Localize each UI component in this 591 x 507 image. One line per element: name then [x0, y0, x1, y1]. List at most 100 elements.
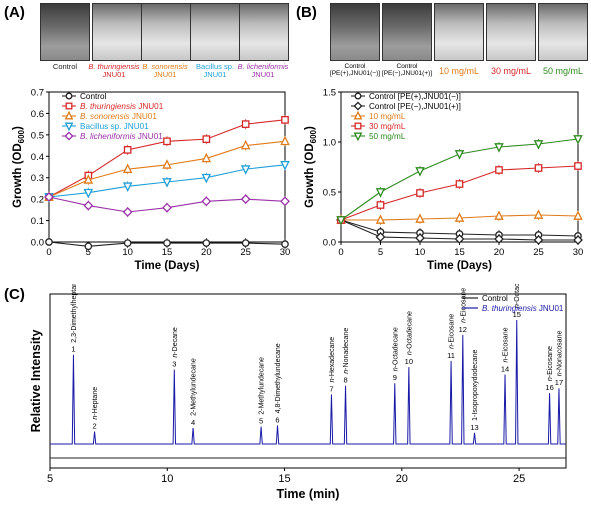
photo-label-a-5: B. licheniformis JNU01 — [237, 62, 289, 79]
data-point — [163, 137, 171, 146]
peak-number-3: 3 — [172, 360, 176, 369]
chart-b-growth: 0 5 10 15 20 25 30 0.0 0.5 1.0 1.5 Time (Days) Growt… — [304, 88, 584, 273]
legend-marker — [354, 92, 362, 100]
peak-number-8: 8 — [343, 376, 347, 385]
data-point — [240, 165, 251, 175]
y-tick-label: 0.7 — [31, 88, 44, 99]
peak-label-13: 1-Isopropoxydodecane — [472, 350, 479, 421]
data-point — [163, 239, 171, 247]
x-tick-label: 25 — [513, 473, 525, 485]
legend-label: B. licheniformis JNU01 — [80, 132, 163, 141]
legend-marker — [354, 122, 362, 130]
vial-photo-thuringiensis — [92, 3, 142, 61]
peak-label-2: n-Heptane — [92, 387, 99, 420]
y-tick-label: 0.1 — [31, 216, 44, 227]
peak-number-2: 2 — [92, 422, 96, 431]
legend-marker — [65, 102, 73, 110]
legend-label: Control — [80, 92, 107, 101]
panel-label-a: (A) — [4, 4, 25, 21]
data-point — [415, 213, 425, 223]
y-tick-label: 0.0 — [323, 238, 336, 249]
data-point — [416, 189, 424, 197]
photo-label-b-2: Control [PE(−),JNU01(+)] — [381, 63, 433, 77]
peak-number-12: 12 — [459, 325, 467, 334]
data-point — [241, 239, 250, 247]
peak-number-1: 1 — [71, 345, 75, 354]
peak-number-14: 14 — [501, 365, 509, 374]
peak-label-14: n-Eicosane — [503, 327, 510, 362]
data-point — [45, 238, 53, 246]
legend-label: B. thuringiensis JNU01 — [482, 304, 564, 313]
x-tick-label: 20 — [201, 247, 212, 258]
data-point — [240, 139, 251, 150]
vial-photo-control-pe — [330, 3, 380, 61]
data-point — [533, 235, 544, 245]
data-point — [280, 161, 290, 171]
peak-label-8: n-Nonadecane — [343, 328, 350, 374]
peak-number-5: 5 — [259, 417, 263, 426]
data-point — [201, 152, 212, 163]
photo-label-b-5: 50 mg/mL — [542, 66, 584, 76]
series-2 — [44, 135, 290, 201]
photo-label-b-4: 30 mg/mL — [490, 66, 532, 76]
data-point — [122, 182, 133, 192]
peak-label-3: n-Decane — [172, 327, 179, 357]
peak-label-12: n-Eicosane — [460, 288, 467, 323]
data-point — [494, 143, 504, 153]
legend-marker — [353, 110, 363, 120]
x-tick-label: 30 — [280, 247, 291, 258]
x-tick-label: 15 — [454, 247, 465, 258]
data-point — [281, 116, 289, 124]
data-point — [123, 239, 132, 247]
x-tick-label: 20 — [494, 247, 505, 258]
x-tick-label: 30 — [573, 247, 584, 258]
data-point — [415, 167, 425, 177]
x-tick-label: 15 — [278, 473, 290, 485]
legend-label: Control — [482, 294, 508, 303]
data-point — [122, 207, 133, 217]
peak-label-16: n-Eicosane — [547, 346, 554, 381]
peak-number-6: 6 — [275, 415, 279, 424]
y-tick-label: 1.0 — [323, 138, 336, 149]
legend-marker — [65, 92, 73, 100]
vial-photo-bacillus-sp — [190, 3, 240, 61]
data-point — [375, 188, 386, 198]
data-point — [454, 150, 465, 160]
legend-marker — [353, 132, 363, 142]
x-axis-title: Time (Days) — [135, 260, 200, 272]
y-tick-label: 0.6 — [31, 109, 44, 120]
y-tick-label: 0.3 — [31, 173, 44, 184]
x-tick-label: 20 — [396, 473, 408, 485]
vial-photo-sonorensis — [141, 3, 191, 61]
y-tick-label: 0.4 — [31, 152, 44, 163]
peak-label-1: 2,3-Dimethylheptane — [71, 284, 78, 343]
data-point — [454, 212, 465, 222]
data-point — [494, 234, 504, 244]
data-point — [574, 162, 582, 170]
sample-trace — [50, 319, 566, 445]
peak-number-4: 4 — [191, 418, 195, 427]
data-point — [201, 196, 212, 207]
legend-label: Control [PE(+),JNU01(−)] — [369, 92, 461, 101]
vial-photo-licheniformis — [239, 3, 289, 61]
x-axis-title: Time (min) — [277, 487, 340, 501]
y-axis-title: Growth (OD600) — [304, 126, 318, 208]
data-point — [280, 196, 290, 207]
photo-label-a-3: B. sonorensis JNU01 — [142, 62, 188, 79]
data-point — [281, 240, 289, 248]
peak-number-17: 17 — [555, 378, 563, 387]
data-point — [83, 174, 94, 184]
peak-label-6: 4,8-Dimethylundecane — [275, 343, 282, 413]
data-point — [240, 194, 251, 205]
peak-number-7: 7 — [329, 384, 333, 393]
series-4 — [44, 192, 290, 217]
y-tick-label: 0.5 — [323, 188, 336, 199]
data-point — [495, 166, 503, 174]
vial-photo-30mg — [486, 3, 536, 61]
legend-marker — [353, 101, 363, 111]
peak-label-9: n-Octadecane — [392, 327, 399, 371]
vial-photo-50mg — [538, 3, 588, 61]
panel-label-c: (C) — [4, 286, 25, 303]
y-tick-label: 0.2 — [31, 195, 44, 206]
